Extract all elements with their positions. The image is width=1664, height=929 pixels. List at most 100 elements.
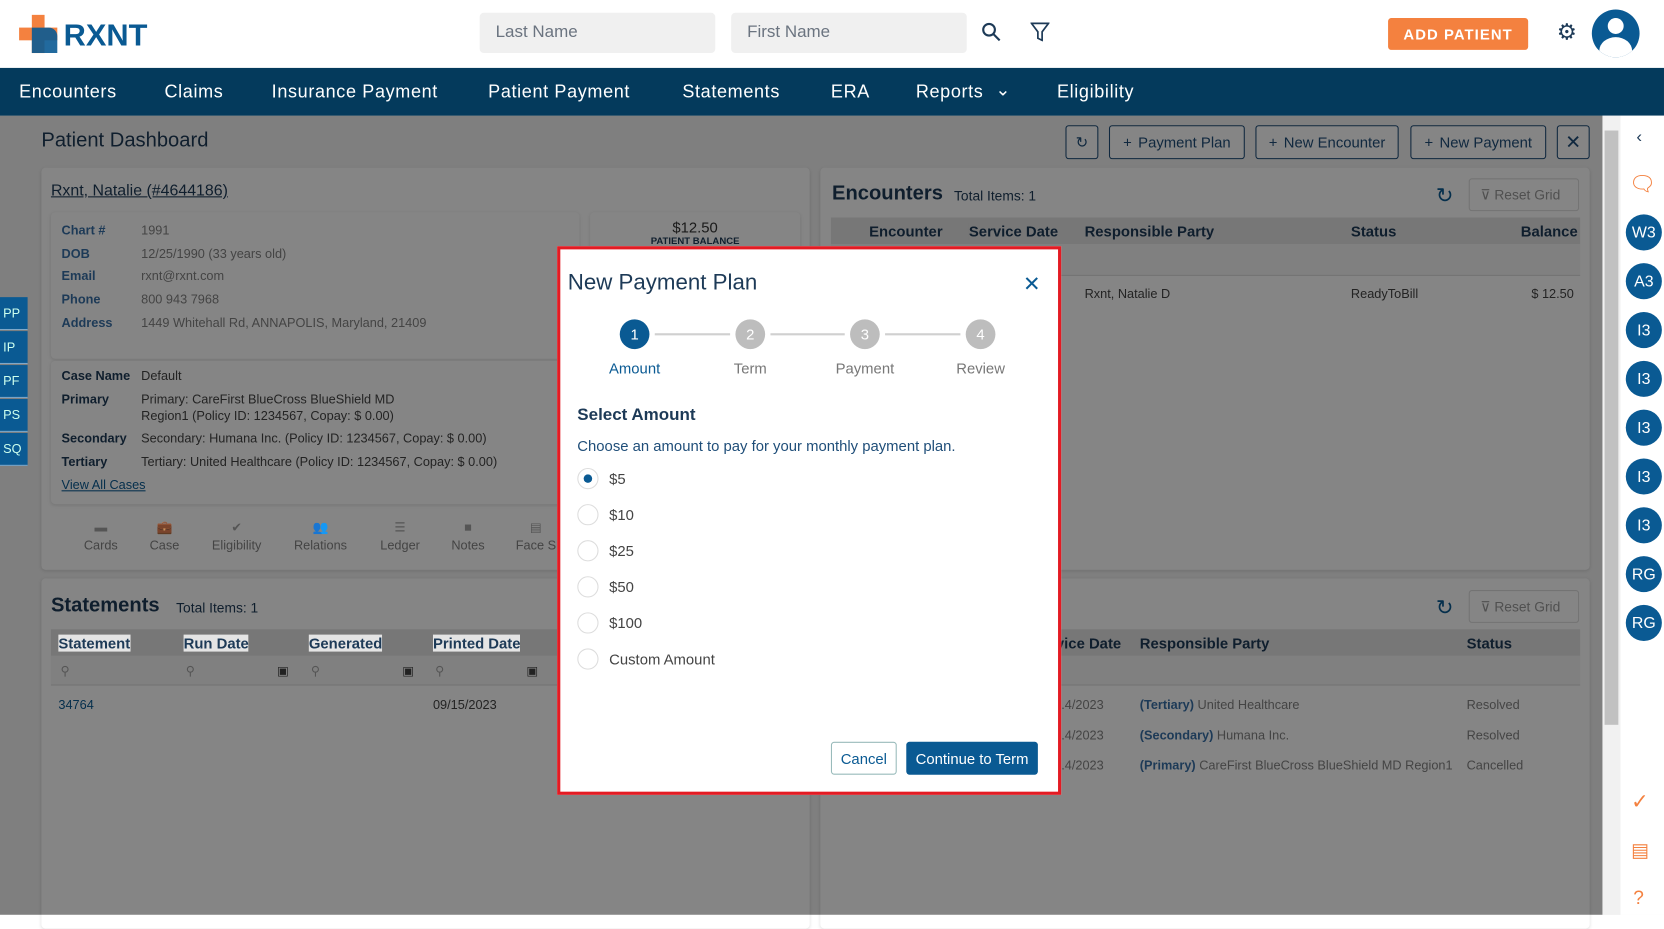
calendar-icon[interactable]: ▣: [402, 663, 415, 679]
col-status[interactable]: Status: [1350, 222, 1397, 240]
reset-grid-button[interactable]: ⊽ Reset Grid: [1468, 590, 1580, 623]
chat-icon[interactable]: 🗨: [1628, 172, 1656, 197]
amount-option[interactable]: Custom Amount: [577, 648, 715, 670]
col-statement[interactable]: Statement: [58, 634, 131, 652]
search-icon[interactable]: ⚲: [185, 663, 196, 679]
user-badge[interactable]: I3: [1625, 360, 1662, 397]
user-badge[interactable]: RG: [1625, 604, 1662, 641]
close-icon[interactable]: ✕: [1023, 272, 1041, 297]
scrollbar-thumb[interactable]: [1604, 130, 1619, 725]
search-icon[interactable]: [982, 22, 1001, 42]
col-status[interactable]: Status: [1466, 634, 1513, 652]
amount-option[interactable]: $50: [577, 576, 634, 598]
payment-plan-button[interactable]: + Payment Plan: [1108, 125, 1245, 160]
action-relations[interactable]: 👥 Relations: [289, 520, 353, 553]
refresh-button[interactable]: ↻: [1065, 125, 1099, 160]
amount-option[interactable]: $5: [577, 467, 626, 490]
user-badge[interactable]: I3: [1625, 311, 1662, 349]
logo[interactable]: RXNT: [63, 19, 148, 54]
left-tab-ps[interactable]: PS: [0, 399, 28, 432]
user-badge[interactable]: RG: [1625, 556, 1662, 593]
action-cards[interactable]: ▬ Cards: [69, 520, 133, 553]
close-icon: ✕: [1565, 131, 1582, 153]
radio-button[interactable]: [577, 612, 599, 634]
last-name-input[interactable]: [479, 12, 716, 54]
continue-to-term-button[interactable]: Continue to Term: [906, 741, 1038, 775]
left-tab-pf[interactable]: PF: [0, 365, 28, 398]
scrollbar[interactable]: [1602, 115, 1621, 915]
radio-button[interactable]: [577, 467, 599, 490]
refresh-icon[interactable]: ↻: [1435, 184, 1454, 208]
field-label: Phone: [61, 291, 101, 307]
amount-option[interactable]: $10: [577, 504, 634, 526]
col-run-date[interactable]: Run Date: [183, 634, 249, 652]
case-name-label: Case Name: [61, 368, 131, 384]
check-circle-icon[interactable]: ✓: [1631, 790, 1649, 814]
nav-statements[interactable]: Statements: [682, 81, 780, 102]
refresh-icon[interactable]: ↻: [1435, 596, 1454, 620]
user-badge[interactable]: I3: [1625, 507, 1662, 544]
filter-icon[interactable]: [1030, 22, 1050, 42]
nav-reports[interactable]: Reports: [915, 81, 984, 102]
avatar[interactable]: [1591, 9, 1640, 58]
col-balance[interactable]: Balance: [1520, 222, 1578, 240]
reset-grid-button[interactable]: ⊽ Reset Grid: [1468, 178, 1580, 212]
col-service-date[interactable]: vice Date: [1055, 634, 1122, 652]
new-encounter-button[interactable]: + New Encounter: [1255, 125, 1399, 160]
action-case[interactable]: 💼 Case: [133, 520, 197, 553]
help-icon[interactable]: ?: [1633, 887, 1644, 909]
user-badge[interactable]: A3: [1625, 263, 1662, 300]
add-patient-button[interactable]: ADD PATIENT: [1388, 18, 1529, 50]
statement-link[interactable]: 34764: [58, 697, 94, 713]
field-value: rxnt@rxnt.com: [141, 268, 225, 284]
col-encounter[interactable]: Encounter: [869, 222, 943, 240]
action-ledger[interactable]: ☰ Ledger: [368, 520, 432, 553]
action-notes[interactable]: ■ Notes: [436, 520, 500, 553]
col-responsible-party[interactable]: Responsible Party: [1084, 222, 1215, 240]
nav-patient-payment[interactable]: Patient Payment: [488, 81, 631, 102]
col-generated[interactable]: Generated: [308, 634, 383, 652]
col-responsible-party[interactable]: Responsible Party: [1139, 634, 1270, 652]
action-face-s[interactable]: ▤ Face S: [504, 520, 568, 553]
nav-eligibility[interactable]: Eligibility: [1056, 81, 1135, 102]
col-service-date[interactable]: Service Date: [968, 222, 1059, 240]
close-dashboard-button[interactable]: ✕: [1556, 125, 1590, 160]
nav-era[interactable]: ERA: [830, 81, 870, 102]
nav-claims[interactable]: Claims: [164, 81, 224, 102]
amount-option[interactable]: $100: [577, 612, 642, 634]
calendar-icon[interactable]: ▣: [526, 663, 539, 679]
user-badge[interactable]: W3: [1625, 214, 1662, 251]
user-badge[interactable]: I3: [1625, 458, 1662, 495]
amount-option[interactable]: $25: [577, 540, 634, 562]
cancel-button[interactable]: Cancel: [830, 741, 897, 775]
left-tab-sq[interactable]: SQ: [0, 432, 28, 466]
gear-icon[interactable]: ⚙: [1556, 20, 1577, 45]
calendar-icon[interactable]: ▣: [276, 663, 290, 679]
claim-status: Cancelled: [1466, 757, 1524, 773]
plus-icon: +: [1424, 133, 1434, 151]
search-icon[interactable]: ⚲: [310, 663, 321, 679]
new-payment-button[interactable]: + New Payment: [1410, 125, 1547, 160]
radio-button[interactable]: [577, 648, 599, 670]
chevron-left-icon[interactable]: ‹: [1636, 128, 1643, 147]
view-all-cases-link[interactable]: View All Cases: [61, 477, 146, 493]
search-icon[interactable]: ⚲: [435, 663, 445, 679]
radio-button[interactable]: [577, 576, 599, 598]
nav-insurance-payment[interactable]: Insurance Payment: [271, 81, 438, 102]
encounters-total: Total Items: 1: [954, 187, 1037, 204]
secondary-label: Secondary: [61, 430, 127, 446]
nav-encounters[interactable]: Encounters: [19, 81, 117, 102]
radio-button[interactable]: [577, 540, 599, 562]
left-tab-ip[interactable]: IP: [0, 331, 28, 364]
field-value: 12/25/1990 (33 years old): [141, 245, 287, 261]
message-icon[interactable]: ▤: [1631, 839, 1650, 861]
left-tab-pp[interactable]: PP: [0, 297, 28, 331]
action-eligibility[interactable]: ✔ Eligibility: [205, 520, 269, 553]
col-printed-date[interactable]: Printed Date: [432, 634, 521, 652]
first-name-input[interactable]: [731, 12, 967, 54]
plus-icon: +: [1268, 133, 1278, 151]
patient-name-link[interactable]: Rxnt, Natalie (#4644186): [50, 181, 228, 200]
user-badge[interactable]: I3: [1625, 409, 1662, 446]
radio-button[interactable]: [577, 504, 599, 526]
search-icon[interactable]: ⚲: [60, 663, 70, 679]
